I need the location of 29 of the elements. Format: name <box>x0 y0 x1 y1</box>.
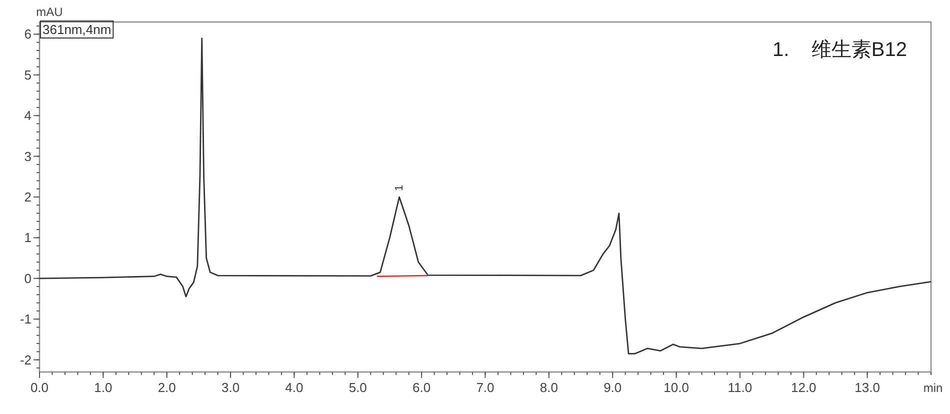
x-tick-label: 12.0 <box>790 380 816 395</box>
x-tick-label: 0.0 <box>30 380 49 395</box>
x-tick-label: 11.0 <box>728 380 752 395</box>
line-series <box>38 38 932 354</box>
x-tick-label: 1.0 <box>94 380 112 395</box>
y-tick-label: 3 <box>24 148 32 164</box>
x-tick-label: 6.0 <box>412 380 431 395</box>
x-tick-label: 13.0 <box>854 380 880 395</box>
annotation: 1. 维生素B12 <box>772 39 907 61</box>
y-tick-label: 2 <box>24 190 32 204</box>
x-tick-label: 8.0 <box>540 380 558 395</box>
y-tick-label: 1 <box>24 230 32 246</box>
y-tick-label: 0 <box>24 270 32 286</box>
y-tick-label: -1 <box>20 312 32 327</box>
annotation: 361nm,4nm <box>42 22 112 37</box>
x-tick-label: 10.0 <box>664 380 689 395</box>
x-tick-label: 2.0 <box>158 380 176 395</box>
x-tick-label: 5.0 <box>348 380 367 395</box>
annotation: 1 <box>393 184 406 191</box>
y-tick-label: 4 <box>24 108 32 124</box>
y-tick-label: -2 <box>20 352 32 368</box>
y-tick-label: 6 <box>24 26 32 42</box>
x-axis-title: min <box>923 381 943 395</box>
x-tick-label: 4.0 <box>285 380 304 395</box>
y-tick-label: 5 <box>24 67 32 82</box>
x-tick-label: 3.0 <box>221 380 240 395</box>
y-axis-title: mAU <box>36 5 63 19</box>
x-tick-label: 9.0 <box>604 380 622 395</box>
x-tick-label: 7.0 <box>476 380 494 395</box>
